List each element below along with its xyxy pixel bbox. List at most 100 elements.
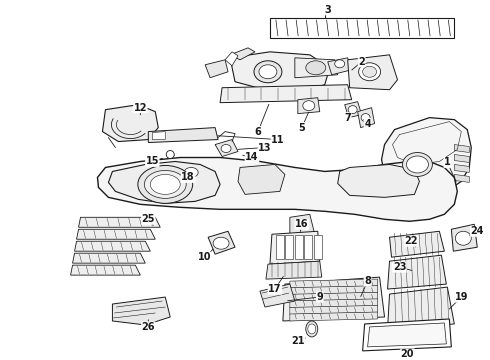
Polygon shape [290,299,378,308]
Polygon shape [260,284,295,307]
Polygon shape [276,235,284,259]
Polygon shape [205,60,228,78]
Text: 19: 19 [455,292,468,302]
Polygon shape [178,163,205,181]
Polygon shape [152,131,165,140]
Text: 11: 11 [271,135,285,145]
Polygon shape [215,140,238,157]
Text: 17: 17 [268,284,282,294]
Ellipse shape [221,144,231,153]
Polygon shape [388,287,454,329]
Text: 12: 12 [134,103,147,113]
Text: 24: 24 [470,226,484,236]
Ellipse shape [363,66,377,77]
Polygon shape [266,261,322,279]
Polygon shape [363,319,451,351]
Text: 13: 13 [258,143,271,153]
Polygon shape [220,85,352,103]
Polygon shape [358,108,374,127]
Ellipse shape [303,101,315,111]
Polygon shape [338,165,419,197]
Polygon shape [208,231,235,254]
Polygon shape [102,105,158,141]
Text: 21: 21 [291,336,305,346]
Polygon shape [454,165,469,172]
Polygon shape [230,48,255,60]
Ellipse shape [145,170,186,198]
Ellipse shape [402,153,432,176]
Polygon shape [74,241,150,251]
Polygon shape [295,235,303,259]
Polygon shape [73,253,146,263]
Text: 10: 10 [198,252,212,262]
Ellipse shape [306,321,318,337]
Text: 14: 14 [245,153,259,162]
Text: 2: 2 [358,57,365,67]
Ellipse shape [308,324,316,334]
Polygon shape [290,214,315,237]
Polygon shape [225,52,238,66]
Polygon shape [270,18,454,38]
Polygon shape [270,231,320,264]
Polygon shape [76,229,155,239]
Polygon shape [108,162,220,203]
Polygon shape [298,98,320,114]
Polygon shape [71,265,140,275]
Text: 18: 18 [181,172,195,183]
Text: 22: 22 [405,236,418,246]
Ellipse shape [166,150,174,158]
Text: 16: 16 [295,219,309,229]
Ellipse shape [138,166,193,203]
Polygon shape [283,277,385,321]
Text: 15: 15 [146,157,159,166]
Text: 3: 3 [324,5,331,15]
Ellipse shape [150,175,180,194]
Polygon shape [285,235,294,259]
Text: 1: 1 [444,157,451,167]
Polygon shape [98,157,457,221]
Text: 4: 4 [364,118,371,129]
Polygon shape [328,58,352,75]
Polygon shape [451,224,477,251]
Text: 8: 8 [364,276,371,286]
Polygon shape [230,52,330,92]
Polygon shape [290,292,378,301]
Polygon shape [454,154,469,162]
Polygon shape [382,118,471,194]
Ellipse shape [407,156,428,173]
Text: 9: 9 [317,292,323,302]
Ellipse shape [335,60,344,68]
Polygon shape [454,144,469,153]
Polygon shape [390,231,444,257]
Ellipse shape [213,237,229,249]
Polygon shape [388,255,446,289]
Ellipse shape [254,61,282,83]
Polygon shape [344,102,362,118]
Text: 6: 6 [255,127,261,136]
Polygon shape [314,235,322,259]
Text: 23: 23 [393,262,406,272]
Text: 7: 7 [344,113,351,123]
Polygon shape [304,235,312,259]
Polygon shape [348,55,397,90]
Ellipse shape [348,106,357,114]
Polygon shape [148,127,218,143]
Polygon shape [290,305,378,314]
Polygon shape [112,297,170,325]
Text: 25: 25 [142,214,155,224]
Ellipse shape [455,231,471,245]
Ellipse shape [259,65,277,79]
Ellipse shape [306,61,326,75]
Polygon shape [295,58,338,78]
Ellipse shape [184,167,198,177]
Ellipse shape [359,63,381,81]
Polygon shape [290,312,378,321]
Polygon shape [368,323,446,347]
Polygon shape [238,165,285,194]
Polygon shape [290,279,378,288]
Polygon shape [290,286,378,294]
Ellipse shape [361,114,370,122]
Text: 26: 26 [142,322,155,332]
Text: 20: 20 [401,349,414,359]
Polygon shape [78,217,160,227]
